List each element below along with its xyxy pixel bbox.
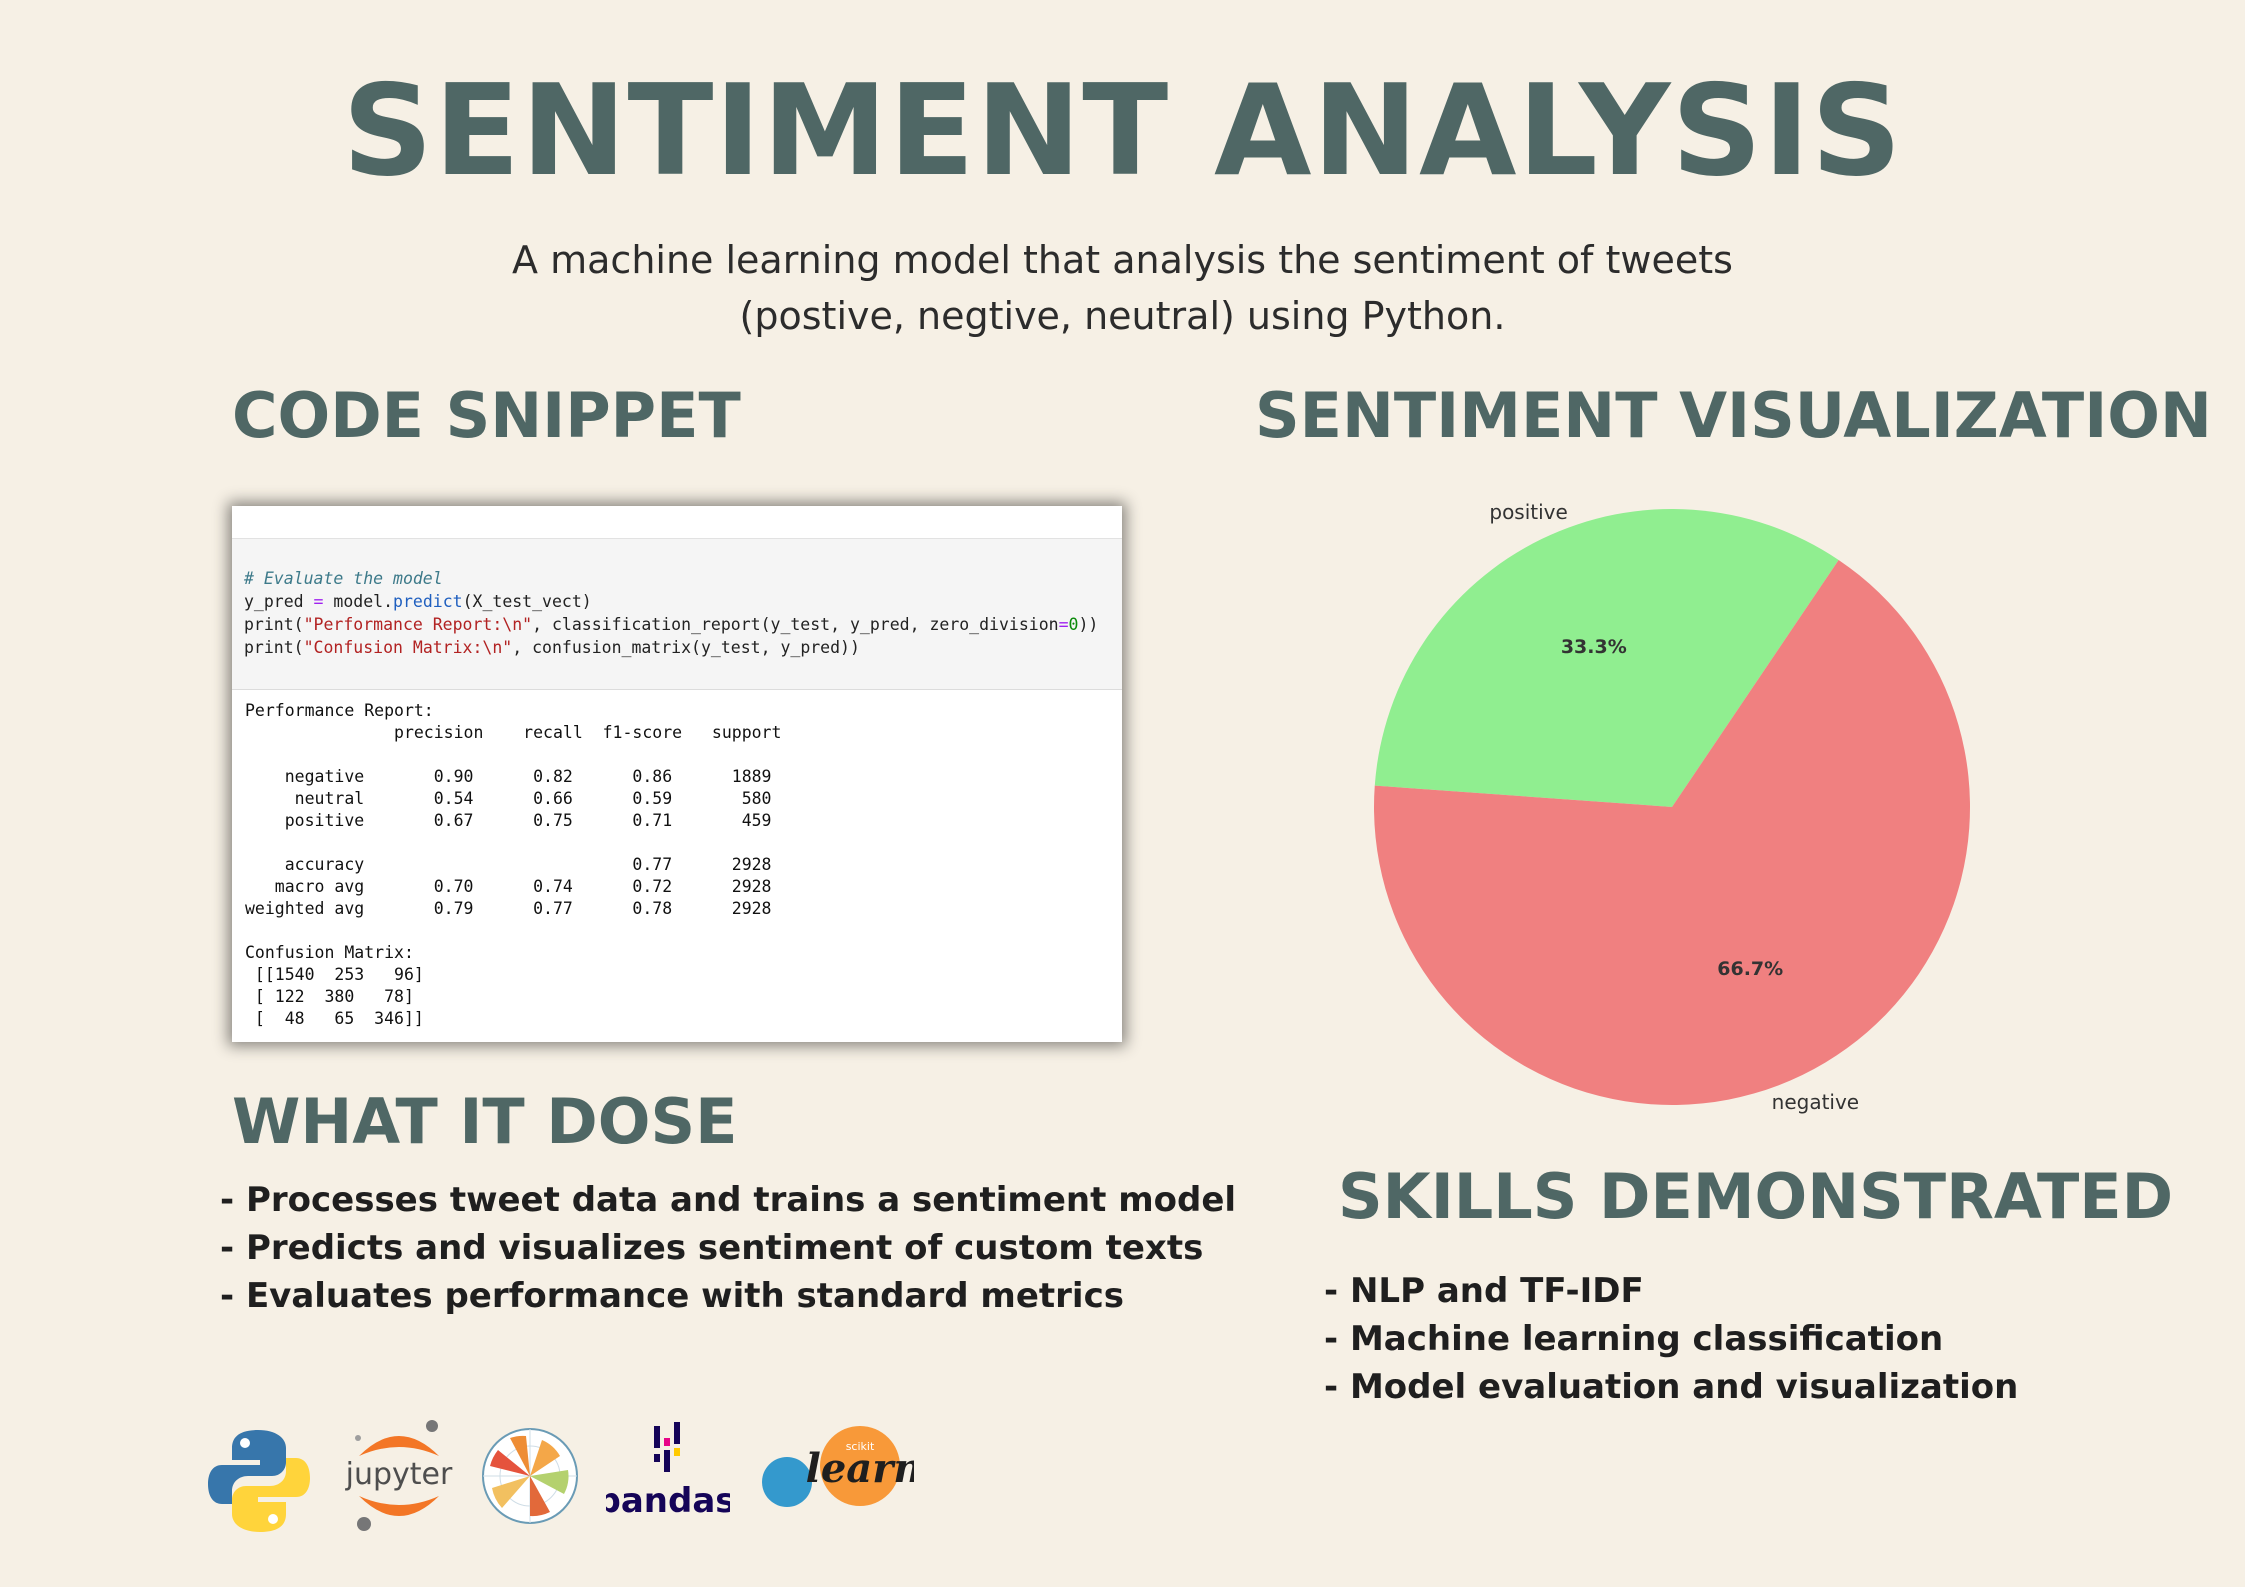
skills-list: - NLP and TF-IDF - Machine learning clas… [1324, 1267, 2018, 1411]
subtitle-line-2: (postive, negtive, neutral) using Python… [739, 294, 1506, 338]
code-string: "Performance Report:\n" [303, 615, 533, 634]
list-item: - Predicts and visualizes sentiment of c… [220, 1228, 1204, 1268]
pie-percent-label-negative: 66.7% [1717, 958, 1783, 980]
pie-slice-negative [1374, 559, 1970, 1105]
skills-demonstrated-heading: SKILLS DEMONSTRATED [1338, 1160, 2174, 1233]
pie-group: 33.3% positive 66.7% negative [1374, 500, 1970, 1114]
code-line-confusion: print("Confusion Matrix:\n", confusion_m… [244, 636, 1122, 659]
code-token: print( [244, 615, 304, 634]
code-number: 0 [1068, 615, 1079, 634]
pie-percent-label-positive: 33.3% [1561, 636, 1627, 658]
what-it-does-heading: WHAT IT DOSE [232, 1085, 738, 1158]
list-item: - Evaluates performance with standard me… [220, 1276, 1124, 1316]
pie-category-label-negative: negative [1772, 1090, 1859, 1114]
pie-category-label-positive: positive [1489, 500, 1567, 524]
page-title: SENTIMENT ANALYSIS [342, 57, 1903, 204]
code-snippet-heading: CODE SNIPPET [232, 379, 741, 452]
code-token: y_pred [244, 592, 314, 611]
list-item: - Model evaluation and visualization [1324, 1367, 2019, 1407]
sentiment-visualization-heading: SENTIMENT VISUALIZATION [1255, 379, 2212, 452]
scikit-learn-logo-text: learn [806, 1445, 914, 1492]
code-token: , classification_report(y_test, y_pred, … [532, 615, 1059, 634]
python-logo-icon [208, 1430, 310, 1532]
subtitle-line-1: A machine learning model that analysis t… [512, 238, 1733, 282]
code-string: "Confusion Matrix:\n" [303, 638, 513, 657]
list-item: - NLP and TF-IDF [1324, 1271, 1644, 1311]
code-line-report: print("Performance Report:\n", classific… [244, 613, 1122, 636]
jupyter-logo-icon: jupyter [345, 1420, 453, 1531]
scikit-learn-logo-icon: scikit learn [762, 1426, 914, 1507]
code-comment: # Evaluate the model [244, 569, 443, 588]
code-input-cell: # Evaluate the model y_pred = model.pred… [232, 538, 1122, 690]
code-operator: = [1058, 615, 1069, 634]
list-item: - Machine learning classification [1324, 1319, 1944, 1359]
code-comment-line: # Evaluate the model [244, 567, 1122, 590]
pandas-logo-text: pandas [606, 1481, 730, 1521]
code-function: predict [393, 592, 463, 611]
what-it-does-list: - Processes tweet data and trains a sent… [220, 1176, 1236, 1320]
scikit-logo-small-text: scikit [846, 1440, 875, 1453]
pandas-logo-icon: pandas [606, 1422, 730, 1521]
sentiment-pie-chart: 33.3% positive 66.7% negative [1374, 500, 1970, 1114]
code-token: , confusion_matrix(y_test, y_pred)) [512, 638, 860, 657]
code-output-cell: Performance Report: precision recall f1-… [245, 701, 782, 1028]
code-operator: = [313, 592, 324, 611]
matplotlib-logo-icon [482, 1428, 578, 1524]
code-token: model. [323, 592, 394, 611]
code-token: )) [1078, 615, 1099, 634]
pie-slice-positive [1374, 509, 1839, 807]
code-token: (X_test_vect) [462, 592, 592, 611]
jupyter-logo-text: jupyter [345, 1457, 453, 1492]
code-line-predict: y_pred = model.predict(X_test_vect) [244, 590, 1122, 613]
code-snippet-screenshot: # Evaluate the model y_pred = model.pred… [232, 506, 1122, 1042]
list-item: - Processes tweet data and trains a sent… [220, 1180, 1237, 1220]
page-subtitle: A machine learning model that analysis t… [0, 232, 2245, 344]
code-token: print( [244, 638, 304, 657]
